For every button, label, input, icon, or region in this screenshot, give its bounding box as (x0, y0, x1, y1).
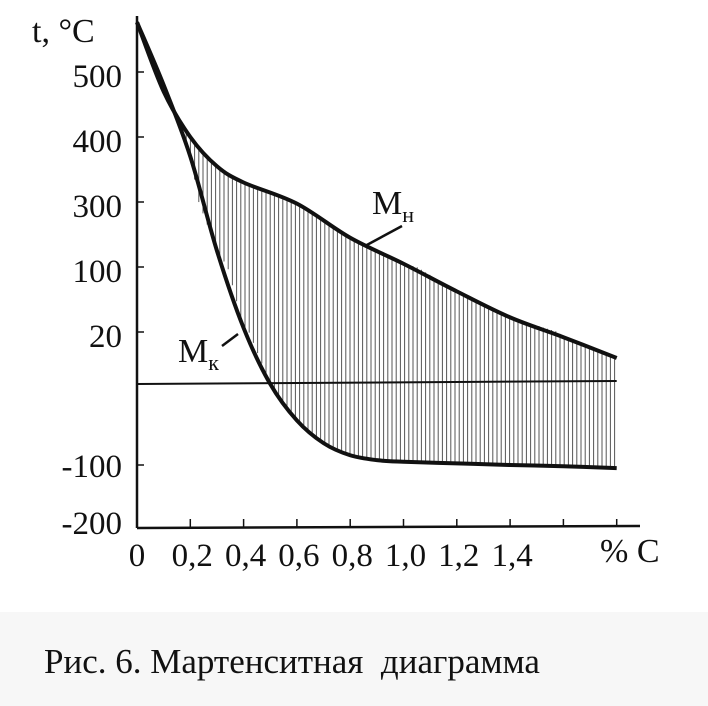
x-axis (136, 524, 641, 530)
y-tick-label: -200 (62, 506, 123, 542)
mk-label: Mк (178, 333, 219, 375)
mk-curve (135, 21, 617, 471)
y-axis-label: t, °C (32, 13, 95, 50)
y-tick-label: 100 (73, 254, 123, 290)
zero-reference-line (136, 380, 617, 385)
x-tick-label: 0,6 (278, 538, 319, 574)
y-tick-label: 500 (73, 59, 123, 95)
mn-curve (135, 21, 618, 360)
caption-band (0, 612, 708, 706)
y-tick-label: 300 (73, 189, 123, 225)
x-tick-label: 1,0 (385, 538, 426, 574)
figure-caption: Рис. 6. Мартенситная диаграмма (44, 642, 540, 681)
x-tick-label: 0,4 (225, 538, 266, 574)
x-tick-label: 0 (129, 538, 146, 574)
y-tick-label: 20 (89, 319, 122, 355)
x-tick-label: 1,4 (491, 538, 532, 574)
x-tick-label: 0,8 (332, 538, 373, 574)
mn-leader-line (364, 224, 403, 248)
y-tick-label: -100 (62, 449, 123, 485)
x-tick-label: 0,2 (172, 538, 213, 574)
y-tick-label: 400 (73, 124, 123, 160)
x-axis-label: % C (600, 533, 660, 570)
mn-label: Mн (372, 185, 414, 227)
mk-leader-line (221, 333, 239, 347)
x-tick-label: 1,2 (438, 538, 479, 574)
